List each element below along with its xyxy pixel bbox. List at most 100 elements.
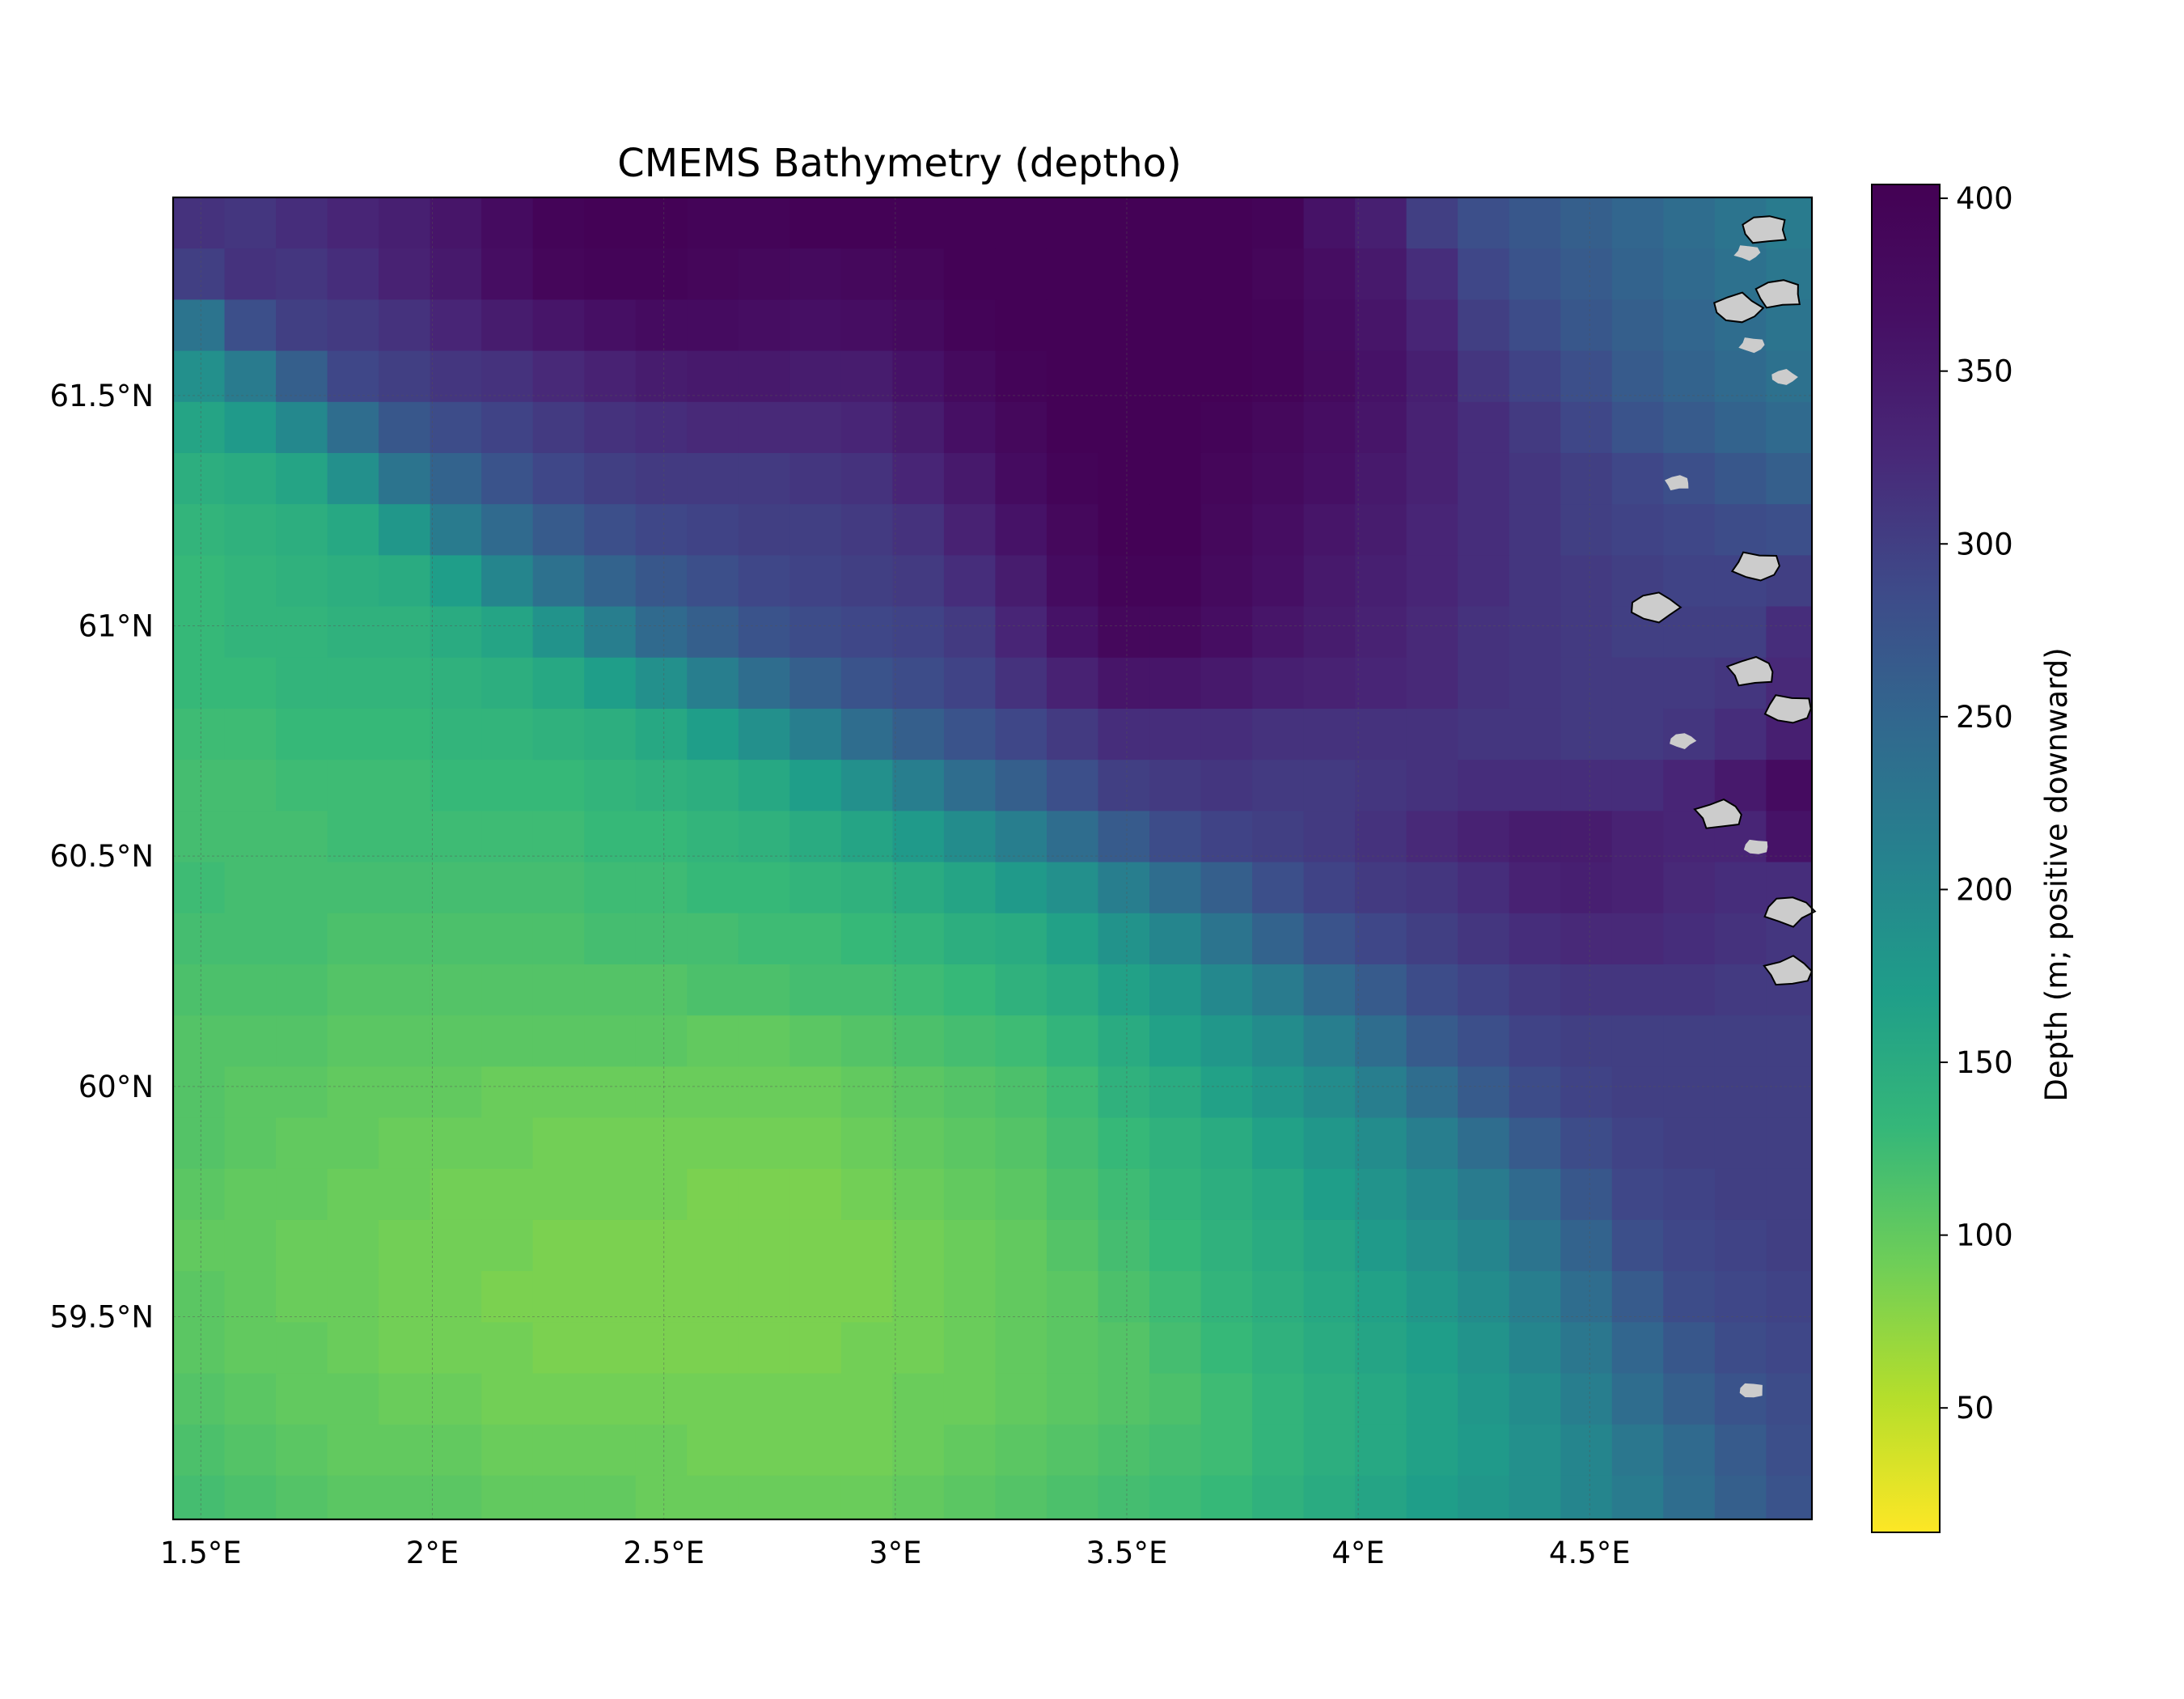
heatmap-cell	[1458, 657, 1510, 710]
heatmap-cell	[1355, 299, 1407, 352]
heatmap-cell	[224, 1322, 277, 1375]
heatmap-cell	[1663, 1117, 1716, 1170]
heatmap-cell	[635, 1015, 688, 1068]
heatmap-cell	[1046, 811, 1099, 863]
heatmap-cell	[1611, 913, 1665, 965]
heatmap-cell	[840, 1271, 894, 1324]
heatmap-cell	[584, 1373, 637, 1426]
heatmap-cell	[1560, 811, 1613, 863]
heatmap-cell	[481, 708, 534, 761]
heatmap-cell	[224, 1475, 277, 1520]
heatmap-cell	[1149, 760, 1202, 812]
heatmap-cell	[1098, 299, 1150, 352]
heatmap-cell	[995, 555, 1048, 608]
heatmap-cell	[1355, 1219, 1407, 1272]
heatmap-cell	[1098, 1015, 1150, 1068]
heatmap-cell	[1149, 1373, 1202, 1426]
heatmap-cell	[738, 1219, 791, 1272]
heatmap-cell	[173, 1168, 226, 1221]
land-patch	[1631, 591, 1682, 624]
heatmap-cell	[276, 452, 328, 505]
heatmap-cell	[789, 657, 842, 710]
heatmap-cell	[532, 197, 586, 249]
heatmap-cell	[995, 1168, 1048, 1221]
heatmap-cell	[1149, 1271, 1202, 1324]
heatmap-cell	[1458, 504, 1510, 557]
heatmap-cell	[1611, 1424, 1665, 1477]
heatmap-cell	[584, 657, 637, 710]
heatmap-cell	[1098, 1066, 1150, 1119]
heatmap-cell	[1252, 1322, 1305, 1375]
heatmap-cell	[1560, 555, 1613, 608]
heatmap-cell	[1252, 1424, 1305, 1477]
land-patch	[1771, 369, 1798, 385]
heatmap-cell	[1714, 504, 1767, 557]
heatmap-cell	[789, 555, 842, 608]
heatmap-cell	[1714, 708, 1767, 761]
heatmap-cell	[1663, 1168, 1716, 1221]
heatmap-cell	[327, 1219, 379, 1272]
colorbar-tick-label: 300	[1956, 527, 2013, 561]
heatmap-cell	[1611, 862, 1665, 914]
heatmap-cell	[840, 1475, 894, 1520]
heatmap-cell	[892, 1015, 945, 1068]
heatmap-cell	[1355, 401, 1407, 454]
heatmap-cell	[430, 248, 482, 301]
heatmap-cell	[1714, 1066, 1767, 1119]
heatmap-cell	[738, 1015, 791, 1068]
heatmap-cell	[379, 811, 431, 863]
heatmap-cell	[789, 760, 842, 812]
heatmap-cell	[1406, 606, 1458, 659]
heatmap-cell	[1303, 862, 1356, 914]
heatmap-cell	[1611, 401, 1665, 454]
land-patch	[1763, 896, 1817, 928]
heatmap-cell	[532, 299, 586, 352]
heatmap-cell	[1663, 1219, 1716, 1272]
land-patch	[1763, 694, 1812, 724]
heatmap-cell	[1355, 760, 1407, 812]
y-tick-label: 60°N	[78, 1070, 154, 1104]
heatmap-cell	[1509, 1117, 1562, 1170]
heatmap-cell	[1509, 1475, 1562, 1520]
heatmap-cell	[327, 657, 379, 710]
heatmap-cell	[635, 811, 688, 863]
heatmap-cell	[789, 1168, 842, 1221]
heatmap-cell	[1458, 862, 1510, 914]
y-tick-label: 60.5°N	[49, 839, 154, 874]
heatmap-cell	[173, 401, 226, 454]
heatmap-cell	[1509, 811, 1562, 863]
heatmap-cell	[584, 606, 637, 659]
heatmap-cell	[327, 299, 379, 352]
heatmap-cell	[1098, 1219, 1150, 1272]
heatmap-cell	[430, 1015, 482, 1068]
heatmap-cell	[892, 555, 945, 608]
heatmap-cell	[173, 1373, 226, 1426]
heatmap-cell	[379, 1271, 431, 1324]
heatmap-cell	[379, 197, 431, 249]
heatmap-cell	[532, 708, 586, 761]
heatmap-cell	[481, 504, 534, 557]
heatmap-cell	[1406, 913, 1458, 965]
heatmap-cell	[738, 299, 791, 352]
heatmap-cell	[481, 1271, 534, 1324]
heatmap-cell	[1406, 1424, 1458, 1477]
heatmap-cell	[1252, 964, 1305, 1016]
heatmap-cell	[481, 1117, 534, 1170]
heatmap-cell	[1509, 197, 1562, 249]
heatmap-cell	[687, 862, 739, 914]
heatmap-cell	[1766, 1117, 1813, 1170]
heatmap-cell	[840, 350, 894, 403]
heatmap-cell	[1663, 964, 1716, 1016]
heatmap-cell	[892, 350, 945, 403]
heatmap-cell	[1200, 1271, 1253, 1324]
heatmap-cell	[1200, 1168, 1253, 1221]
heatmap-cell	[1714, 1271, 1767, 1324]
heatmap-cell	[1200, 1015, 1253, 1068]
heatmap-cell	[1560, 606, 1613, 659]
heatmap-cell	[687, 811, 739, 863]
heatmap-cell	[1509, 964, 1562, 1016]
heatmap-cell	[430, 708, 482, 761]
heatmap-cell	[1406, 1117, 1458, 1170]
heatmap-cell	[224, 1271, 277, 1324]
heatmap-cell	[1252, 1219, 1305, 1272]
